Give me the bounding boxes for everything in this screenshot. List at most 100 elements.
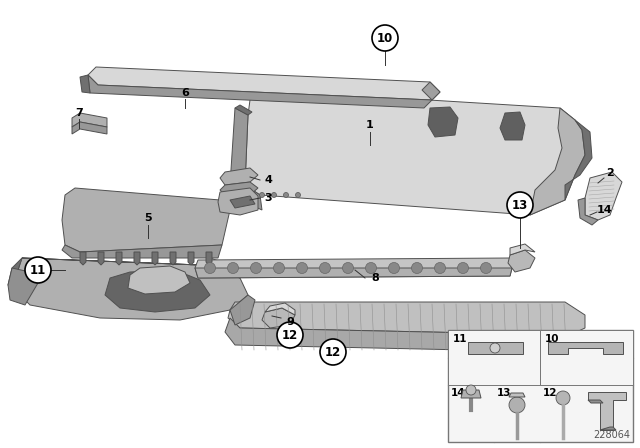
- Polygon shape: [422, 82, 440, 100]
- Polygon shape: [62, 245, 222, 258]
- Polygon shape: [188, 252, 194, 265]
- Circle shape: [205, 263, 216, 273]
- Circle shape: [296, 193, 301, 198]
- Polygon shape: [262, 308, 295, 328]
- Polygon shape: [195, 268, 512, 278]
- Text: 2: 2: [606, 168, 614, 178]
- Circle shape: [320, 339, 346, 365]
- Polygon shape: [230, 196, 255, 208]
- Polygon shape: [588, 392, 626, 430]
- Polygon shape: [245, 90, 575, 215]
- Circle shape: [342, 263, 353, 273]
- Polygon shape: [105, 270, 210, 312]
- Polygon shape: [565, 120, 592, 200]
- Circle shape: [509, 397, 525, 413]
- Circle shape: [271, 193, 276, 198]
- Text: 12: 12: [325, 345, 341, 358]
- Polygon shape: [170, 252, 176, 265]
- Polygon shape: [548, 342, 623, 354]
- Text: 10: 10: [545, 334, 559, 344]
- Circle shape: [319, 263, 330, 273]
- Text: 10: 10: [377, 31, 393, 44]
- Polygon shape: [588, 400, 603, 403]
- Polygon shape: [218, 188, 258, 215]
- Polygon shape: [80, 252, 86, 265]
- Circle shape: [458, 263, 468, 273]
- Polygon shape: [15, 258, 248, 320]
- Circle shape: [490, 343, 500, 353]
- Polygon shape: [98, 252, 104, 265]
- FancyBboxPatch shape: [448, 330, 540, 385]
- Polygon shape: [585, 172, 622, 220]
- Polygon shape: [428, 107, 458, 137]
- Circle shape: [507, 192, 533, 218]
- Polygon shape: [8, 258, 22, 290]
- Polygon shape: [228, 302, 585, 335]
- Circle shape: [412, 263, 422, 273]
- Circle shape: [556, 391, 570, 405]
- Text: 4: 4: [264, 175, 272, 185]
- Polygon shape: [468, 342, 523, 354]
- Text: 14: 14: [451, 388, 466, 398]
- Circle shape: [273, 263, 285, 273]
- Text: 6: 6: [181, 88, 189, 98]
- FancyBboxPatch shape: [540, 330, 633, 385]
- Polygon shape: [128, 266, 190, 294]
- Text: 11: 11: [453, 334, 467, 344]
- Circle shape: [227, 263, 239, 273]
- Polygon shape: [265, 303, 295, 315]
- Polygon shape: [88, 67, 440, 100]
- Polygon shape: [578, 198, 598, 225]
- Polygon shape: [500, 112, 525, 140]
- Polygon shape: [600, 427, 616, 430]
- Circle shape: [248, 193, 253, 198]
- Text: 1: 1: [366, 120, 374, 130]
- FancyBboxPatch shape: [448, 330, 633, 442]
- Text: 12: 12: [543, 388, 557, 398]
- Text: 14: 14: [597, 205, 613, 215]
- Polygon shape: [72, 113, 107, 127]
- Text: 13: 13: [512, 198, 528, 211]
- Circle shape: [388, 263, 399, 273]
- Polygon shape: [461, 390, 481, 398]
- Polygon shape: [220, 182, 258, 195]
- Polygon shape: [230, 108, 262, 210]
- Polygon shape: [116, 252, 122, 265]
- Polygon shape: [206, 252, 212, 265]
- Polygon shape: [225, 318, 575, 352]
- Circle shape: [481, 263, 492, 273]
- Polygon shape: [508, 250, 535, 272]
- Circle shape: [284, 193, 289, 198]
- Circle shape: [435, 263, 445, 273]
- Circle shape: [25, 257, 51, 283]
- Polygon shape: [8, 268, 38, 305]
- Text: 8: 8: [371, 273, 379, 283]
- Circle shape: [296, 263, 307, 273]
- Circle shape: [250, 263, 262, 273]
- Polygon shape: [22, 258, 240, 278]
- Text: 5: 5: [144, 213, 152, 223]
- Circle shape: [259, 193, 264, 198]
- Polygon shape: [195, 258, 512, 278]
- Circle shape: [277, 322, 303, 348]
- Polygon shape: [80, 75, 90, 93]
- Text: 7: 7: [75, 108, 83, 118]
- Polygon shape: [230, 295, 255, 325]
- Text: 11: 11: [30, 263, 46, 276]
- Polygon shape: [510, 244, 535, 255]
- Polygon shape: [152, 252, 158, 265]
- Circle shape: [466, 385, 476, 395]
- Text: 3: 3: [264, 193, 272, 203]
- Polygon shape: [509, 393, 525, 397]
- Polygon shape: [530, 108, 585, 215]
- Circle shape: [372, 25, 398, 51]
- Polygon shape: [88, 75, 432, 108]
- Polygon shape: [72, 122, 107, 134]
- Polygon shape: [235, 105, 252, 115]
- Polygon shape: [62, 188, 230, 252]
- Polygon shape: [220, 168, 258, 185]
- Text: 13: 13: [497, 388, 511, 398]
- Circle shape: [365, 263, 376, 273]
- Text: 12: 12: [282, 328, 298, 341]
- Text: 228064: 228064: [593, 430, 630, 440]
